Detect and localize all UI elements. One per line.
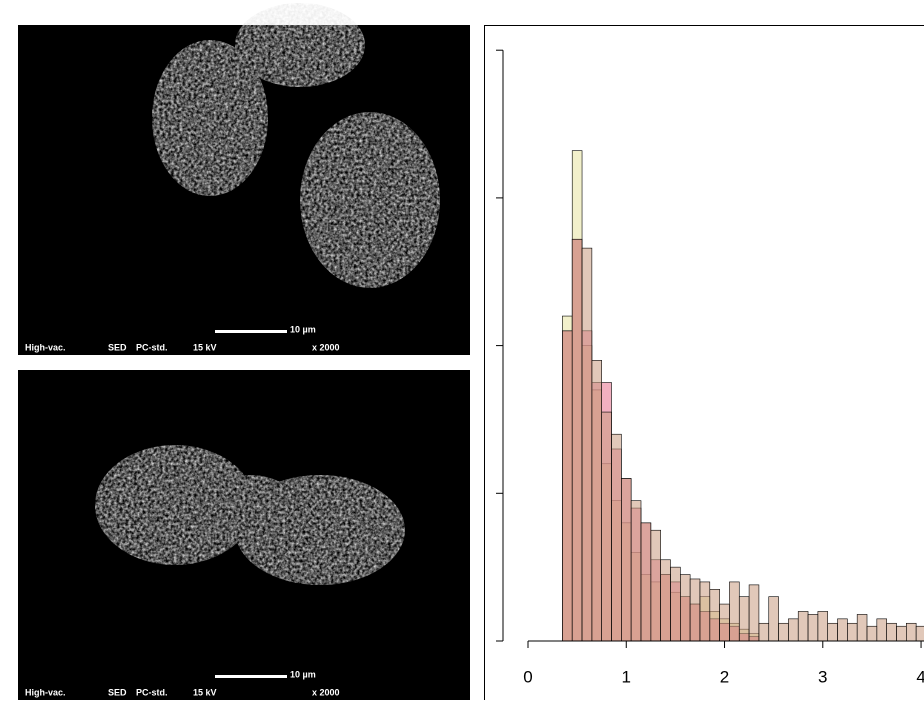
micrograph-1 <box>18 3 470 355</box>
bar <box>631 501 641 641</box>
bar <box>788 619 798 641</box>
bar <box>808 614 818 641</box>
bar <box>749 585 759 641</box>
info-label: x 2000 <box>312 342 340 352</box>
bar <box>582 248 592 641</box>
bar <box>729 582 739 641</box>
micrograph-2 <box>18 370 470 700</box>
bar <box>838 619 848 641</box>
x-tick-label: 3 <box>818 667 827 686</box>
scale-bar-label: 10 µm <box>290 324 316 334</box>
bar <box>798 611 808 641</box>
bar <box>690 579 700 641</box>
bar <box>887 623 897 641</box>
bar <box>700 582 710 641</box>
info-label: High-vac. <box>25 342 66 352</box>
bar <box>828 623 838 641</box>
bar <box>739 597 749 641</box>
info-label: SED <box>108 687 127 697</box>
x-tick-label: 1 <box>622 667 631 686</box>
bar <box>818 611 828 641</box>
x-tick-label: 2 <box>720 667 729 686</box>
bar <box>779 623 789 641</box>
info-label: SED <box>108 342 127 352</box>
bar <box>670 567 680 641</box>
bar <box>680 575 690 641</box>
bar <box>621 479 631 641</box>
bar <box>592 360 602 641</box>
bar <box>916 626 924 641</box>
bar <box>867 626 877 641</box>
bar <box>641 523 651 641</box>
bar <box>572 239 582 641</box>
info-label: PC-std. <box>136 342 168 352</box>
x-tick-label: 4 <box>916 667 924 686</box>
bar <box>906 623 916 641</box>
bar <box>857 614 867 641</box>
info-label: x 2000 <box>312 687 340 697</box>
info-label: High-vac. <box>25 687 66 697</box>
bar <box>769 597 779 641</box>
bar <box>602 412 612 641</box>
bar <box>651 530 661 641</box>
info-label: 15 kV <box>193 342 217 352</box>
bar <box>759 623 769 641</box>
bar <box>612 434 622 641</box>
bar <box>710 589 720 641</box>
bar <box>661 560 671 641</box>
x-tick-label: 0 <box>523 667 532 686</box>
bar <box>562 331 572 641</box>
bar <box>720 604 730 641</box>
bar <box>877 619 887 641</box>
scale-bar-label: 10 µm <box>290 669 316 679</box>
info-label: 15 kV <box>193 687 217 697</box>
bar <box>847 623 857 641</box>
plot-area <box>562 151 924 641</box>
bar <box>896 626 906 641</box>
info-label: PC-std. <box>136 687 168 697</box>
